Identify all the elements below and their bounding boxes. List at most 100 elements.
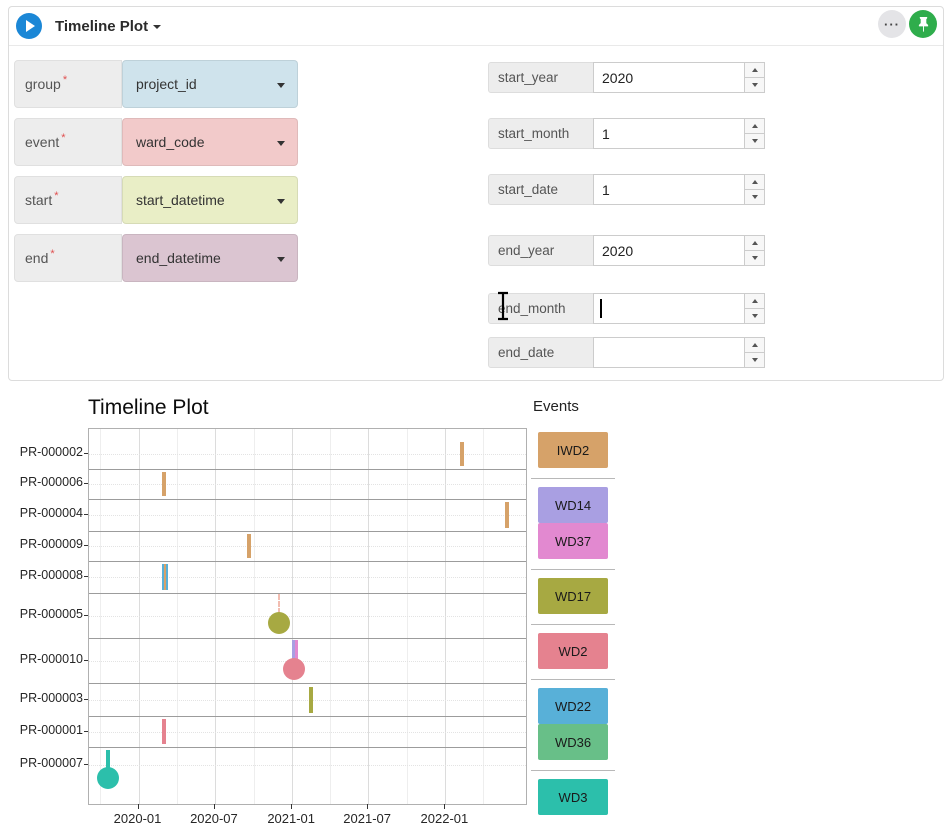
legend-group: WD2 (531, 633, 623, 669)
y-axis-label: PR-000002 (19, 445, 83, 459)
dropdown-value: ward_code (136, 134, 205, 150)
event-tick-WD17 (309, 686, 314, 713)
form-row-end: end * end_datetime (14, 234, 298, 282)
end-year-spinner[interactable] (744, 235, 765, 266)
event-tick-IWD2 (504, 502, 509, 528)
dropdown-value: start_datetime (136, 192, 225, 208)
x-axis-tick (367, 804, 369, 809)
spinner-down-button[interactable] (745, 190, 764, 204)
run-button[interactable] (16, 13, 42, 39)
header-divider (9, 45, 943, 46)
text-caret (600, 299, 602, 318)
start-month-input[interactable] (593, 118, 745, 149)
x-axis-label: 2020-01 (113, 811, 162, 826)
pin-button[interactable] (909, 10, 937, 38)
form-row-event: event * ward_code (14, 118, 298, 166)
card-header: Timeline Plot ··· (9, 7, 943, 45)
end-date-spinner[interactable] (744, 337, 765, 368)
gridline-major (368, 429, 370, 804)
x-axis-label: 2021-01 (267, 811, 316, 826)
legend-item-WD22: WD22 (538, 688, 608, 724)
event-field-label: event * (14, 118, 122, 166)
spinner-up-button[interactable] (745, 63, 764, 78)
end-dropdown[interactable]: end_datetime (122, 234, 298, 282)
timeline-plot-card: Timeline Plot ··· group * project_id (8, 6, 944, 381)
plot-panel (88, 428, 527, 805)
arrow-up-icon (751, 180, 758, 184)
dropdown-value: end_datetime (136, 250, 221, 266)
spinner-up-button[interactable] (745, 175, 764, 190)
start-year-label: start_year (488, 62, 594, 93)
x-axis-label: 2022-01 (420, 811, 469, 826)
x-axis-label: 2021-07 (343, 811, 392, 826)
card-title[interactable]: Timeline Plot (55, 18, 162, 35)
spinner-down-button[interactable] (745, 353, 764, 367)
event-dropdown[interactable]: ward_code (122, 118, 298, 166)
y-axis-tick (84, 764, 88, 765)
arrow-down-icon (751, 314, 758, 318)
band-separator (89, 747, 526, 748)
band-separator (89, 561, 526, 562)
field-label-text: start_date (498, 182, 559, 197)
form-row-start: start * start_datetime (14, 176, 298, 224)
end-month-input[interactable] (593, 293, 745, 324)
arrow-up-icon (751, 241, 758, 245)
band-centerline (89, 615, 526, 617)
field-label-text: event (25, 134, 60, 150)
end-year-input[interactable] (593, 235, 745, 266)
spinner-up-button[interactable] (745, 294, 764, 309)
start-date-input[interactable] (593, 174, 745, 205)
gridline-minor (483, 429, 485, 804)
gridline-major (214, 429, 216, 804)
start-year-spinner[interactable] (744, 62, 765, 93)
arrow-down-icon (751, 256, 758, 260)
legend-separator (531, 478, 615, 479)
group-field-label: group * (14, 60, 122, 108)
arrow-down-icon (751, 358, 758, 362)
end-month-spinner[interactable] (744, 293, 765, 324)
start-date-spinner[interactable] (744, 174, 765, 205)
legend-separator (531, 569, 615, 570)
event-circle-WD17 (268, 612, 291, 635)
spinner-down-button[interactable] (745, 78, 764, 92)
legend-label: WD17 (554, 588, 592, 604)
y-axis-label: PR-000006 (19, 475, 83, 489)
field-label-text: end_date (498, 345, 555, 360)
spinner-down-button[interactable] (745, 309, 764, 323)
spinner-up-button[interactable] (745, 338, 764, 353)
y-axis-tick (84, 483, 88, 484)
start-dropdown[interactable]: start_datetime (122, 176, 298, 224)
legend-group: WD17 (531, 578, 623, 614)
required-asterisk: * (62, 73, 68, 86)
x-axis-tick (291, 804, 293, 809)
more-options-button[interactable]: ··· (878, 10, 906, 38)
y-axis-tick (84, 698, 88, 700)
end-date-input[interactable] (593, 337, 745, 368)
form-row-start-month: start_month (488, 118, 765, 149)
spinner-down-button[interactable] (745, 251, 764, 265)
start-field-label: start * (14, 176, 122, 224)
spinner-down-button[interactable] (745, 134, 764, 148)
group-dropdown[interactable]: project_id (122, 60, 298, 108)
form-row-group: group * project_id (14, 60, 298, 108)
caret-down-icon (277, 141, 285, 146)
y-axis-label: PR-000009 (19, 537, 83, 551)
event-stem-dashed-WD17 (278, 594, 281, 615)
start-month-spinner[interactable] (744, 118, 765, 149)
legend-title: Events (533, 398, 579, 415)
event-stem-WD14 (292, 640, 296, 661)
required-asterisk: * (61, 131, 66, 144)
spinner-up-button[interactable] (745, 236, 764, 251)
start-year-input[interactable] (593, 62, 745, 93)
spinner-up-button[interactable] (745, 119, 764, 134)
ellipsis-icon: ··· (884, 16, 900, 32)
event-tick-IWD2 (163, 564, 166, 590)
legend-item-WD36: WD36 (538, 724, 608, 760)
gridline-minor (406, 429, 408, 804)
gridline-minor (99, 429, 101, 804)
legend-label: WD2 (558, 643, 588, 659)
band-centerline (89, 699, 526, 701)
legend-label: WD37 (554, 533, 592, 549)
field-label-text: end (25, 250, 49, 266)
